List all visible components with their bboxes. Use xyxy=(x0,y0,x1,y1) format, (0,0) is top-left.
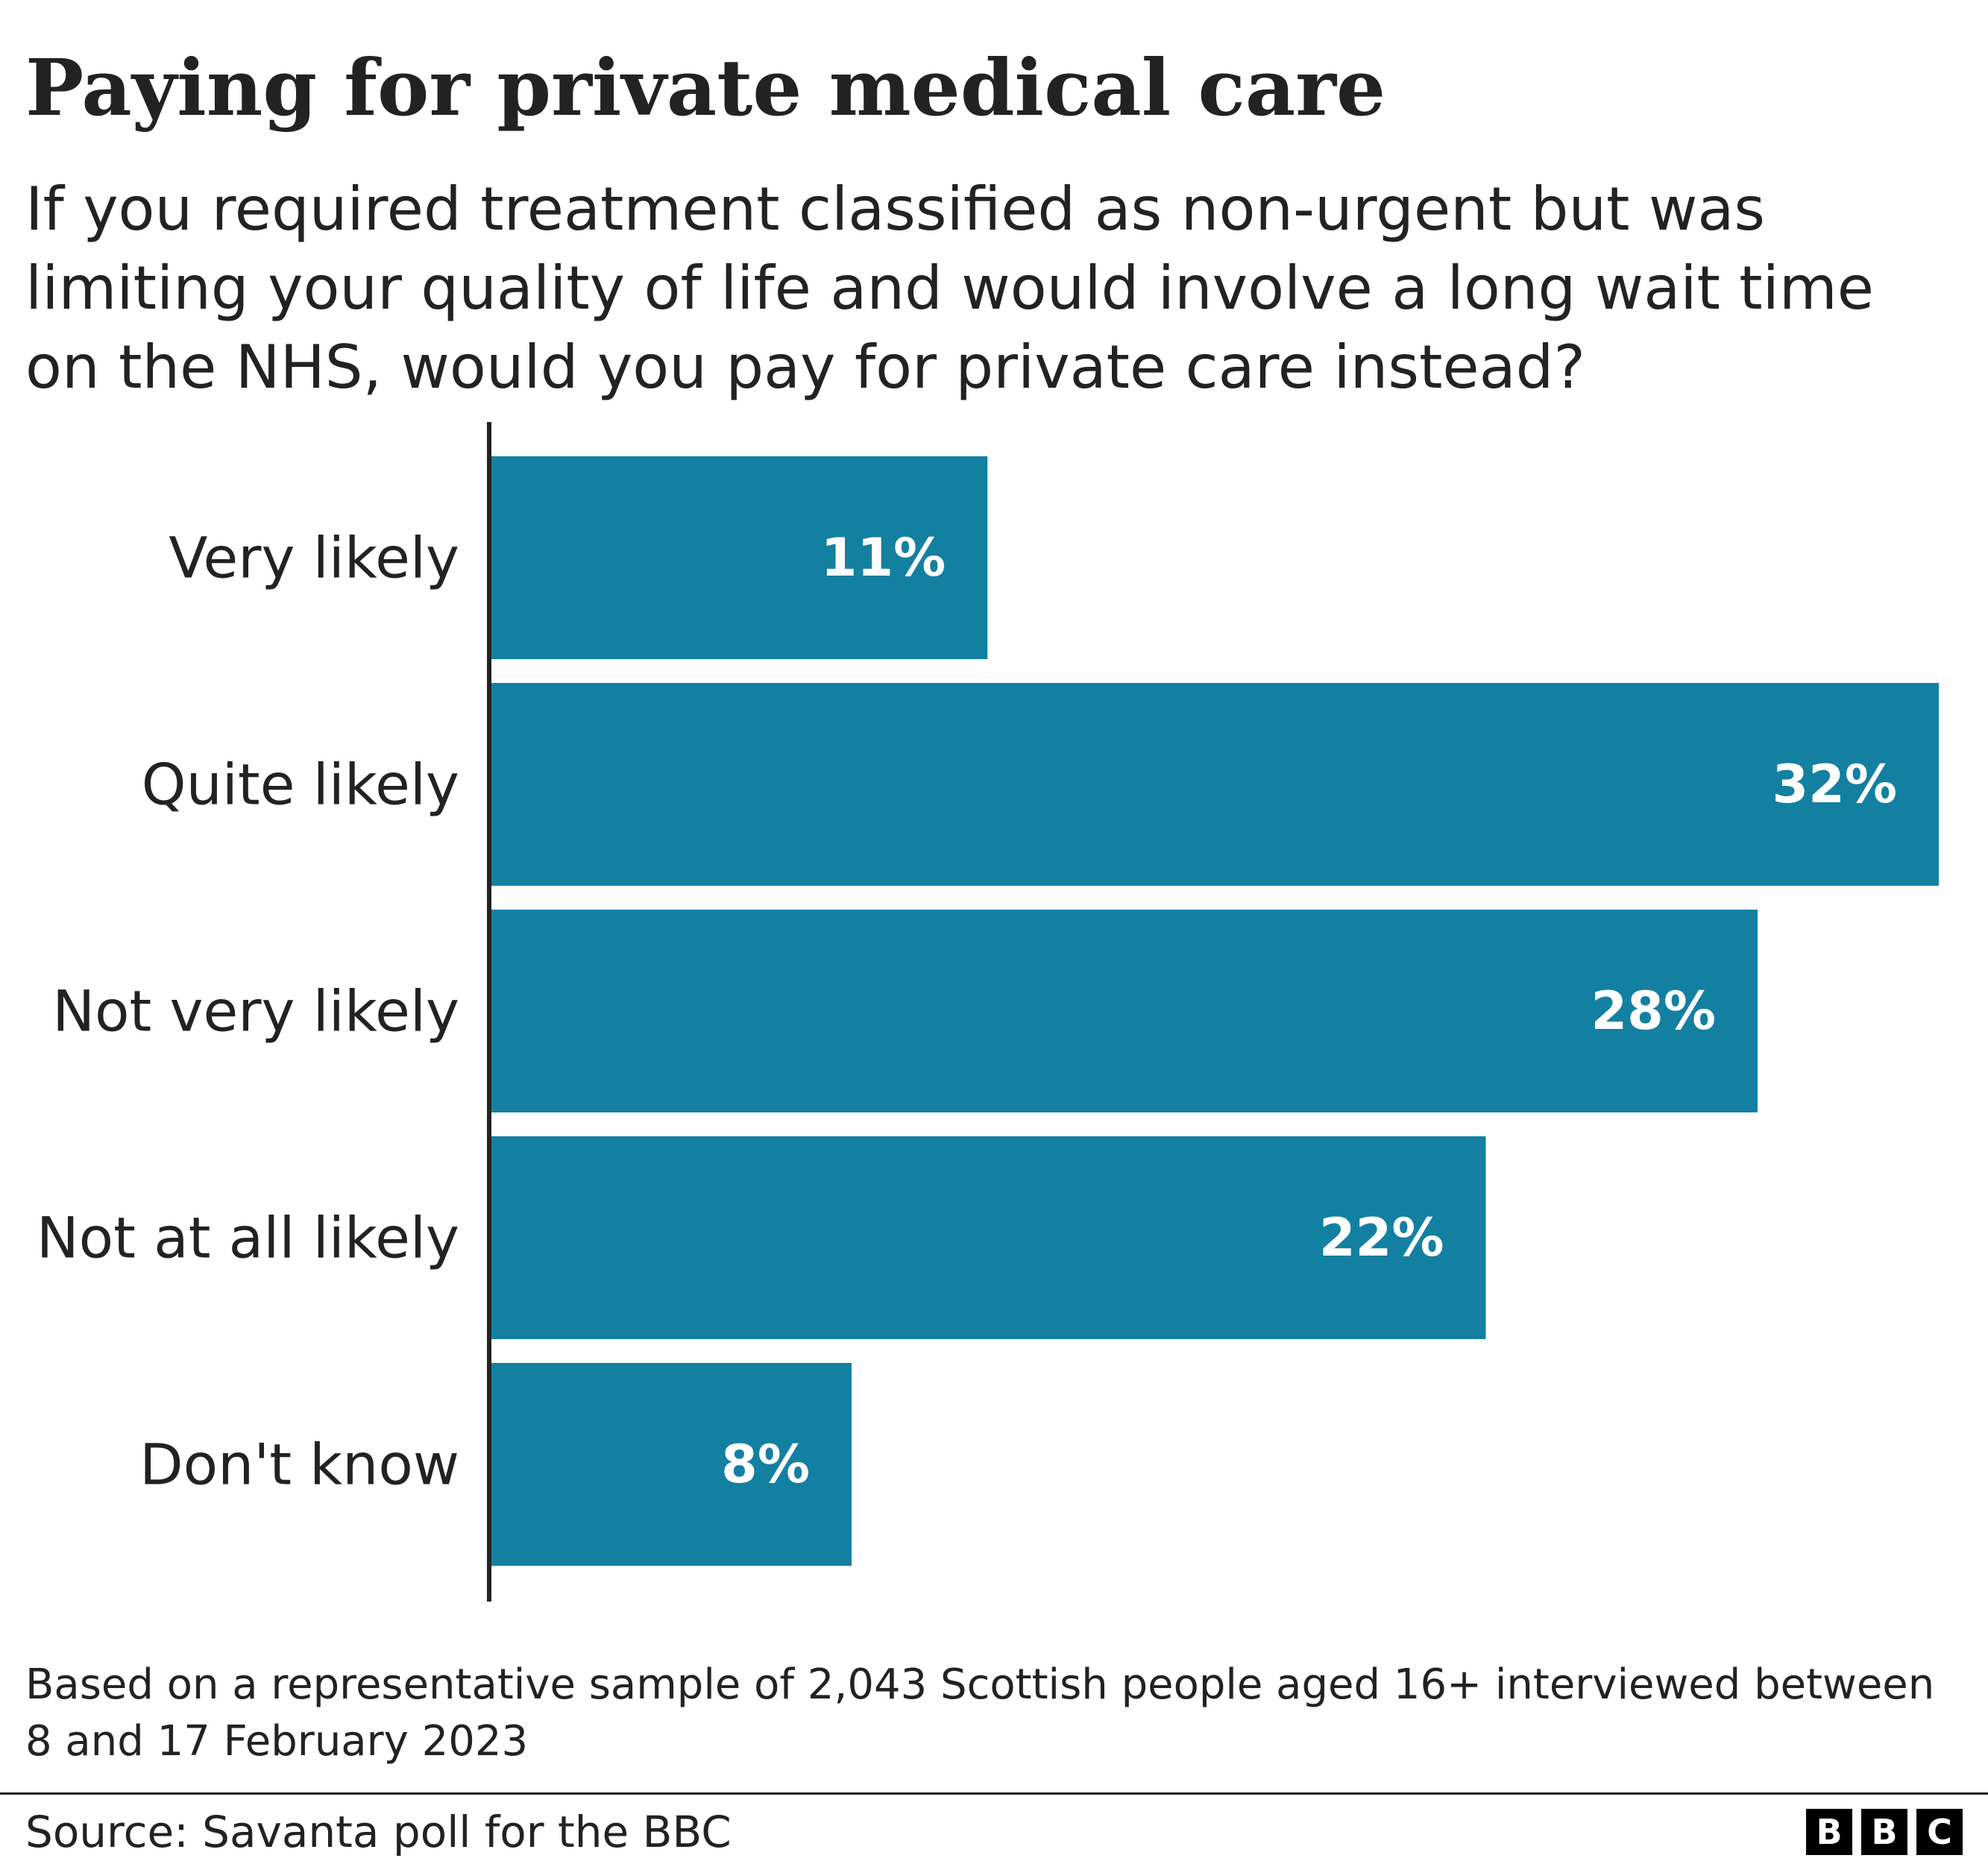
value-label: 11% xyxy=(821,527,946,588)
value-label: 22% xyxy=(1319,1207,1444,1268)
source-text: Source: Savanta poll for the BBC xyxy=(25,1807,732,1857)
bbc-logo-letter: B xyxy=(1861,1809,1907,1855)
bar xyxy=(489,910,1758,1112)
footer-divider xyxy=(0,1792,1988,1795)
category-label: Not very likely xyxy=(52,978,459,1045)
bar-chart: Very likely 11% Quite likely 32% Not very li… xyxy=(37,422,1939,1602)
value-label: 8% xyxy=(721,1434,810,1495)
bar xyxy=(489,1136,1486,1339)
sample-note: Based on a representative sample of 2,04… xyxy=(25,1660,1935,1766)
bbc-logo-letter: C xyxy=(1916,1809,1963,1855)
category-label: Not at all likely xyxy=(37,1205,459,1271)
category-label: Don't know xyxy=(139,1432,459,1498)
chart-title: Paying for private medical care xyxy=(25,42,1386,133)
bar xyxy=(489,1363,852,1566)
category-label: Very likely xyxy=(169,525,459,591)
value-label: 28% xyxy=(1591,980,1716,1042)
category-label: Quite likely xyxy=(142,752,459,818)
bar xyxy=(489,683,1939,886)
value-label: 32% xyxy=(1772,754,1897,815)
bbc-logo: B B C xyxy=(1806,1809,1963,1855)
bbc-logo-letter: B xyxy=(1806,1809,1852,1855)
chart-subtitle: If you required treatment classified as … xyxy=(25,174,1874,402)
bar xyxy=(489,456,988,659)
